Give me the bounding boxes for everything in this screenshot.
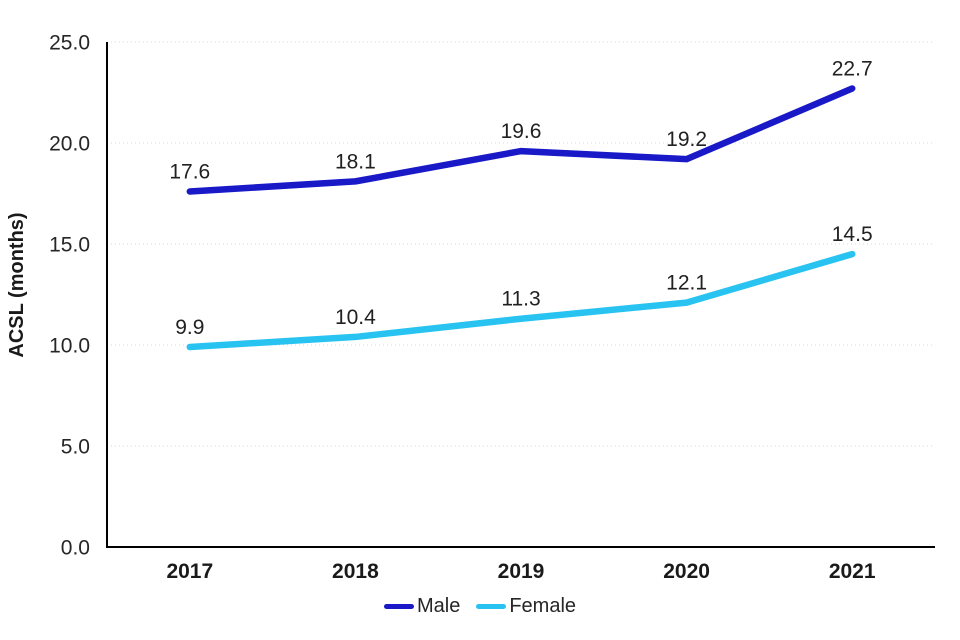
gridlines: [107, 41, 935, 447]
data-label-female-2018: 10.4: [335, 306, 376, 329]
y-tick-label: 20.0: [49, 133, 90, 156]
data-label-male-2019: 19.6: [501, 120, 542, 143]
data-label-female-2020: 12.1: [666, 272, 707, 295]
x-tick-label: 2017: [166, 560, 213, 583]
data-label-male-2017: 17.6: [169, 160, 210, 183]
y-tick-labels: 0.0 5.0 10.0 15.0 20.0 25.0: [49, 32, 90, 560]
data-labels: 17.6 18.1 19.6 19.2 22.7 9.9 10.4 11.3 12.1 14.5: [169, 57, 872, 339]
data-label-female-2019: 11.3: [501, 288, 540, 311]
series-lines: [186, 85, 856, 351]
x-tick-label: 2020: [663, 560, 710, 583]
legend-label: Female: [509, 595, 577, 617]
legend-label: Male: [416, 595, 461, 617]
data-label-male-2020: 19.2: [666, 128, 707, 151]
legend-swatch-female: [476, 603, 507, 609]
series-line-male: [186, 85, 856, 195]
line-chart: 0.05.010.015.020.025.0 2017 2018 2019 2020 2…: [6, 32, 935, 583]
x-tick-labels: 2017 2018 2019 2020 2021: [166, 560, 875, 583]
x-tick-label: 2018: [332, 560, 379, 583]
data-label-female-2021: 14.5: [832, 223, 873, 246]
y-axis-title: ACSL (months): [6, 212, 28, 357]
y-tick-label: 10.0: [49, 335, 90, 358]
data-label-male-2018: 18.1: [335, 150, 376, 173]
x-tick-label: 2021: [829, 560, 876, 583]
y-tick-label: 5.0: [61, 436, 90, 459]
y-tick-label: 0.0: [61, 537, 90, 560]
data-label-male-2021: 22.7: [832, 57, 873, 80]
y-tick-label: 15.0: [49, 234, 90, 257]
y-tick-label: 25.0: [49, 32, 90, 55]
data-label-female-2017: 9.9: [175, 316, 204, 339]
x-tick-label: 2019: [498, 560, 545, 583]
legend-item-female: Female: [476, 596, 576, 616]
chart-legend: Male Female: [0, 596, 960, 616]
axes: [106, 42, 935, 548]
legend-item-male: Male: [383, 595, 461, 617]
series-line-female: [186, 250, 856, 351]
legend-swatch-male: [383, 603, 414, 609]
